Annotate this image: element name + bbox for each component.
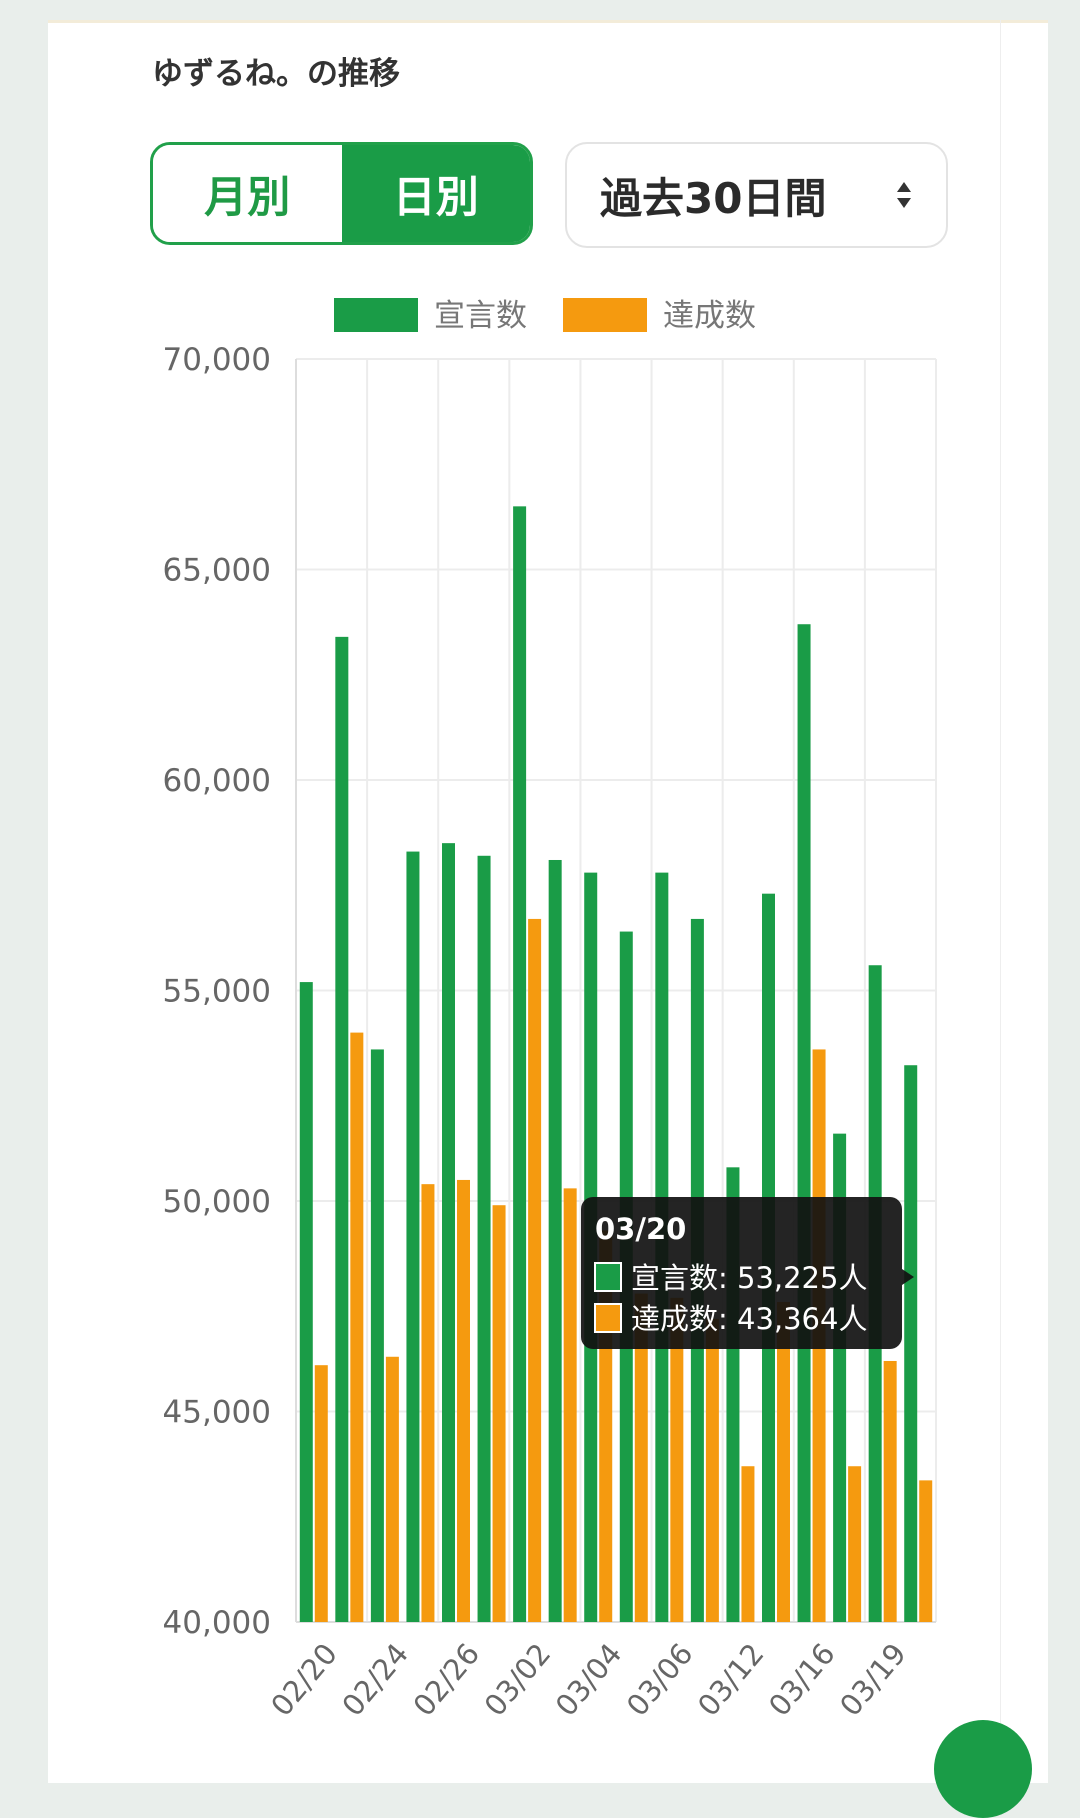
bar-declared[interactable] [442, 843, 455, 1622]
x-tick-label: 03/02 [478, 1637, 558, 1723]
bar-achieved[interactable] [421, 1184, 435, 1622]
legend-label[interactable]: 宣言数 [434, 298, 527, 334]
bar-achieved[interactable] [670, 1297, 684, 1622]
bar-achieved[interactable] [883, 1360, 897, 1622]
floating-action-button[interactable] [934, 1720, 1032, 1818]
x-tick-label: 03/04 [549, 1637, 629, 1723]
x-tick-label: 02/24 [335, 1637, 415, 1723]
bar-achieved[interactable] [634, 1293, 648, 1622]
period-type-toggle: 月別 日別 [150, 142, 533, 245]
y-tick-label: 60,000 [163, 763, 271, 799]
daily-tab[interactable]: 日別 [341, 145, 530, 242]
bar-achieved[interactable] [705, 1318, 719, 1622]
x-tick-label: 03/12 [691, 1637, 771, 1723]
tooltip-box [581, 1197, 902, 1349]
period-select[interactable]: 過去30日間 [565, 142, 948, 248]
legend-label[interactable]: 達成数 [663, 298, 756, 334]
bar-declared[interactable] [477, 855, 491, 1622]
tooltip-line: 宣言数: 53,225人 [631, 1261, 867, 1295]
y-tick-label: 65,000 [163, 553, 271, 589]
sort-arrows-icon [897, 182, 911, 208]
bar-achieved[interactable] [741, 1466, 755, 1622]
y-tick-label: 55,000 [163, 974, 271, 1010]
bar-declared[interactable] [299, 982, 313, 1622]
bar-achieved[interactable] [385, 1356, 399, 1622]
x-tick-label: 03/19 [833, 1637, 913, 1723]
card-edge-divider [1000, 20, 1001, 1765]
tooltip-swatch [594, 1303, 622, 1333]
bar-achieved[interactable] [777, 1302, 790, 1622]
bar-declared[interactable] [797, 624, 811, 1622]
bar-chart: 40,000 45,000 50,000 55,000 60,000 65,000 70,0… [163, 298, 937, 1723]
monthly-tab[interactable]: 月別 [153, 145, 342, 242]
bar-declared[interactable] [335, 636, 349, 1622]
tooltip-line: 達成数: 43,364人 [631, 1302, 867, 1336]
bar-achieved[interactable] [492, 1205, 506, 1622]
bar-achieved[interactable] [563, 1188, 577, 1622]
bar-achieved[interactable] [919, 1480, 933, 1622]
bar-achieved[interactable] [350, 1032, 364, 1622]
bar-achieved[interactable] [848, 1466, 862, 1622]
bar-declared[interactable] [406, 851, 420, 1622]
legend-swatch [563, 298, 647, 332]
x-tick-label: 03/06 [620, 1637, 700, 1723]
tooltip-caret [902, 1269, 914, 1285]
y-tick-label: 70,000 [163, 342, 271, 378]
bar-declared[interactable] [370, 1049, 384, 1622]
y-tick-label: 50,000 [163, 1184, 271, 1220]
legend-swatch [334, 298, 418, 332]
bar-declared[interactable] [513, 506, 527, 1623]
bar-declared[interactable] [904, 1065, 918, 1622]
bar-declared[interactable] [548, 859, 562, 1622]
page-title: ゆずるね。の推移 [152, 56, 400, 92]
bar-achieved[interactable] [457, 1179, 470, 1622]
bar-achieved[interactable] [314, 1365, 328, 1622]
period-select-value: 過去30日間 [600, 173, 827, 223]
y-tick-label: 45,000 [163, 1395, 271, 1431]
tooltip-title: 03/20 [595, 1212, 686, 1246]
bar-achieved[interactable] [528, 918, 542, 1622]
x-tick-label: 03/16 [762, 1637, 842, 1723]
x-tick-label: 02/26 [406, 1637, 486, 1723]
x-tick-label: 02/20 [264, 1637, 344, 1723]
tooltip-swatch [594, 1262, 622, 1292]
y-tick-label: 40,000 [163, 1605, 271, 1641]
